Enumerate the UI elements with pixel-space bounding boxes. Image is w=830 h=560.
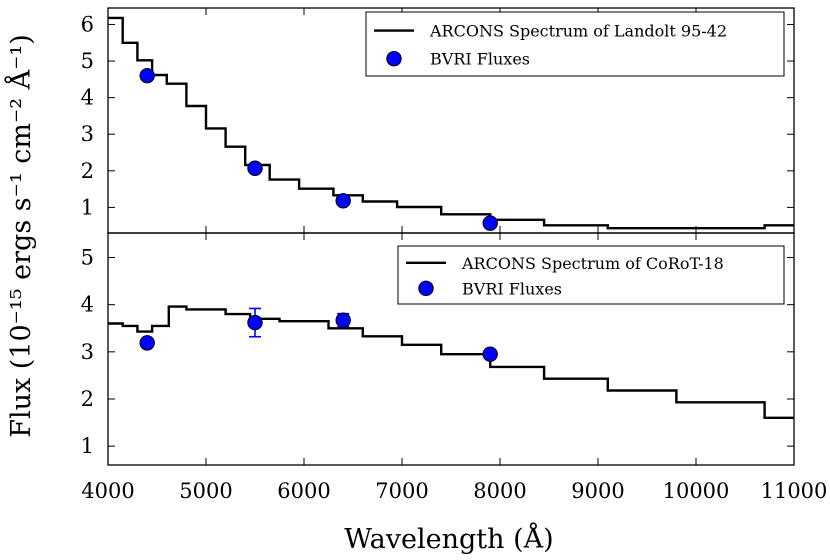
bvri-flux-point	[247, 160, 263, 176]
legend-marker-swatch	[418, 280, 434, 297]
x-axis-title: Wavelength (Å)	[344, 522, 553, 555]
y-tick-label: 4	[81, 293, 94, 317]
x-tick-label: 5000	[179, 479, 232, 503]
y-axis-title: Flux (10⁻¹⁵ ergs s⁻¹ cm⁻² Å⁻¹)	[4, 34, 37, 438]
panel-frame	[107, 232, 795, 466]
y-tick-label: 3	[81, 122, 94, 146]
x-tick-label: 8000	[473, 479, 526, 503]
bvri-flux-point	[482, 215, 498, 231]
bvri-flux-point	[335, 193, 351, 209]
x-tick-label: 9000	[571, 479, 624, 503]
x-tick-label: 6000	[277, 479, 330, 503]
legend-label-spectrum: ARCONS Spectrum of CoRoT-18	[461, 254, 724, 273]
legend-frame	[397, 245, 785, 305]
legend: ARCONS Spectrum of Landolt 95-42 BVRI Flu…	[365, 11, 785, 77]
legend-label-spectrum: ARCONS Spectrum of Landolt 95-42	[429, 22, 727, 41]
x-tick-label: 11000	[761, 479, 828, 503]
legend-label-bvri: BVRI Fluxes	[462, 279, 562, 298]
panel-1: 1 2 3 4 5 6 ARCONS Spectrum of Landolt 95-42 BV…	[81, 7, 795, 234]
y-tick-label: 6	[81, 12, 94, 36]
panels: 1 2 3 4 5 6 ARCONS Spectrum of Landolt 95-42 BV…	[81, 7, 828, 503]
legend-frame	[365, 11, 785, 77]
bvri-flux-point	[139, 335, 155, 351]
y-tick-label: 1	[81, 195, 94, 219]
y-tick-label: 5	[81, 49, 94, 73]
panel-2: 4000 5000 6000 7000 8000 9000 10000 11000 1 2 3 4 5 A…	[81, 232, 828, 503]
y-tick-label: 2	[81, 387, 94, 411]
spectrum-step-line	[108, 305, 794, 419]
y-tick-label: 5	[81, 246, 94, 270]
y-tick-label: 2	[81, 159, 94, 183]
bvri-flux-point	[247, 314, 263, 331]
legend: ARCONS Spectrum of CoRoT-18 BVRI Fluxes	[397, 245, 785, 305]
legend-label-bvri: BVRI Fluxes	[430, 50, 530, 69]
bvri-flux-point	[139, 67, 155, 84]
x-tick-label: 7000	[375, 479, 428, 503]
legend-marker-swatch	[386, 51, 402, 67]
bvri-flux-point	[335, 312, 351, 328]
y-tick-label: 3	[81, 340, 94, 364]
y-tick-label: 4	[81, 86, 94, 110]
y-tick-label: 1	[81, 434, 94, 458]
x-tick-label: 4000	[81, 479, 134, 503]
panel-data	[108, 305, 794, 419]
bvri-flux-point	[482, 346, 498, 362]
panel-data	[108, 16, 794, 231]
x-tick-label: 10000	[663, 479, 730, 503]
